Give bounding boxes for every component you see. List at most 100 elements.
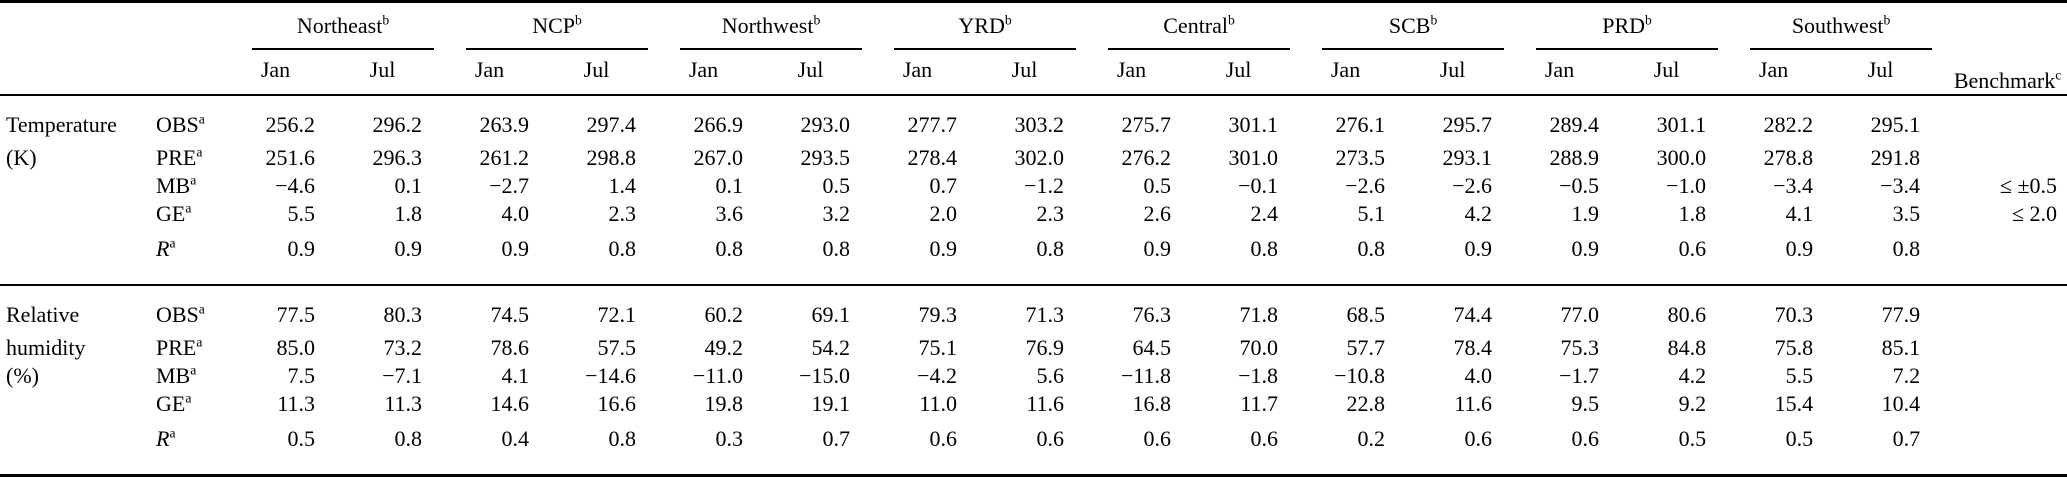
value-cell: 261.2 (479, 145, 530, 170)
region-header-row: Northeastb NCPb Northwestb YRDb Centralb SCBb… (0, 1, 2067, 96)
value-cell: 0.9 (1464, 236, 1493, 261)
value-cell: 57.7 (1346, 335, 1386, 360)
value-cell: 4.1 (501, 363, 530, 388)
stat-label: GEa (148, 200, 236, 228)
value-cell: 71.8 (1239, 302, 1279, 327)
value-cell: 78.6 (490, 335, 530, 360)
value-cell: 0.8 (715, 236, 744, 261)
relative-humidity-block: Relative OBSa 77.5 80.3 74.5 72.1 60.2 69.1 79.3… (0, 285, 2067, 476)
benchmark-header: Benchmarkc (1948, 1, 2067, 96)
value-cell: 0.8 (1357, 236, 1386, 261)
region-name-text: PRD (1602, 13, 1646, 38)
stat-text: GE (156, 391, 186, 416)
value-cell: 76.3 (1132, 302, 1172, 327)
region-name: YRDb (878, 11, 1092, 41)
value-cell: −10.8 (1334, 363, 1386, 388)
value-cell: 11.0 (919, 391, 958, 416)
value-cell: 70.0 (1239, 335, 1279, 360)
value-cell: 296.3 (372, 145, 423, 170)
value-cell: 273.5 (1335, 145, 1386, 170)
value-cell: 301.1 (1228, 112, 1279, 137)
value-cell: 19.1 (811, 391, 851, 416)
superscript: b (1430, 12, 1438, 28)
stat-text: R (156, 236, 170, 261)
value-cell: −7.1 (382, 363, 422, 388)
value-cell: −1.0 (1666, 173, 1707, 198)
region-name: SCBb (1306, 11, 1520, 41)
benchmark-cell: ≤ 2.0 (2011, 201, 2058, 226)
value-cell: 2.6 (1143, 201, 1172, 226)
superscript: a (196, 334, 203, 350)
superscript: b (1004, 12, 1012, 28)
value-cell: 0.9 (287, 236, 316, 261)
value-cell: 0.5 (822, 173, 851, 198)
month-header: Jan (1734, 50, 1842, 96)
month-header: Jul (771, 50, 879, 96)
value-cell: 75.1 (918, 335, 958, 360)
region-name: Southwestb (1734, 11, 1948, 41)
superscript: a (198, 301, 205, 317)
value-cell: 77.0 (1560, 302, 1600, 327)
value-cell: 0.9 (1571, 236, 1600, 261)
stat-label: Ra (148, 228, 236, 285)
value-cell: 76.9 (1025, 335, 1065, 360)
value-cell: 4.1 (1785, 201, 1814, 226)
value-cell: 11.6 (1026, 391, 1065, 416)
temperature-block: Temperature OBSa 256.2 296.2 263.9 297.4 266.9… (0, 95, 2067, 285)
stat-label: OBSa (148, 285, 236, 334)
month-header: Jan (878, 50, 986, 96)
cmidrule (680, 48, 863, 50)
value-cell: 5.5 (287, 201, 316, 226)
value-cell: 0.9 (394, 236, 423, 261)
value-cell: −3.4 (1773, 173, 1814, 198)
value-cell: −14.6 (585, 363, 637, 388)
value-cell: 278.4 (907, 145, 958, 170)
value-cell: 70.3 (1774, 302, 1814, 327)
value-cell: 1.9 (1571, 201, 1600, 226)
row-label: (%) (6, 363, 39, 388)
value-cell: 295.1 (1870, 112, 1921, 137)
month-header: Jan (1520, 50, 1628, 96)
superscript: c (2055, 67, 2062, 83)
value-cell: 80.3 (383, 302, 423, 327)
value-cell: 69.1 (811, 302, 851, 327)
value-cell: 276.1 (1335, 112, 1386, 137)
value-cell: 77.5 (276, 302, 316, 327)
region-name: PRDb (1520, 11, 1734, 41)
stat-label: MBa (148, 362, 236, 390)
value-cell: −4.6 (275, 173, 315, 198)
stat-text: R (156, 426, 170, 451)
stat-text: MB (156, 173, 191, 198)
value-cell: 0.5 (1143, 173, 1172, 198)
value-cell: 57.5 (597, 335, 637, 360)
value-cell: 0.6 (1678, 236, 1707, 261)
value-cell: 302.0 (1014, 145, 1065, 170)
superscript: a (169, 425, 176, 441)
table-row: MBa −4.6 0.1 −2.7 1.4 0.1 0.5 0.7 −1.2 0.5 −0.1 −2.… (0, 172, 2067, 200)
month-header: Jan (1092, 50, 1200, 96)
value-cell: −0.1 (1238, 173, 1279, 198)
region-name: Northwestb (664, 11, 878, 41)
value-cell: 4.0 (501, 201, 530, 226)
value-cell: 0.7 (929, 173, 958, 198)
value-cell: 78.4 (1453, 335, 1493, 360)
value-cell: 277.7 (907, 112, 958, 137)
table-header: Northeastb NCPb Northwestb YRDb Centralb SCBb… (0, 1, 2067, 96)
value-cell: 0.9 (501, 236, 530, 261)
value-cell: 2.3 (608, 201, 637, 226)
month-header: Jul (985, 50, 1093, 96)
region-header-yrd: YRDb (878, 2, 1092, 50)
value-cell: 60.2 (704, 302, 744, 327)
value-cell: −2.7 (489, 173, 529, 198)
table-row: GEa 11.3 11.3 14.6 16.6 19.8 19.1 11.0 11.6 16.8 1… (0, 390, 2067, 418)
value-cell: 301.1 (1656, 112, 1707, 137)
value-cell: 297.4 (586, 112, 637, 137)
value-cell: 7.5 (287, 363, 316, 388)
table-row: (%) MBa 7.5 −7.1 4.1 −14.6 −11.0 −15.0 −4.2 5.6 −1… (0, 362, 2067, 390)
month-header: Jul (1413, 50, 1521, 96)
month-header-row: Jan Jul Jan Jul Jan Jul Jan Jul Jan Jul Jan Jul Jan J… (0, 50, 2067, 96)
value-cell: −1.7 (1559, 363, 1600, 388)
stat-text: PRE (156, 335, 197, 360)
benchmark-cell (1948, 285, 2067, 334)
